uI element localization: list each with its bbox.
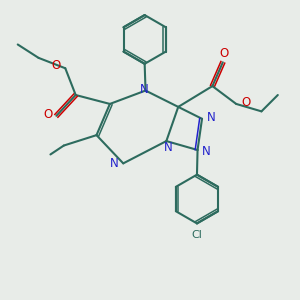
Text: O: O xyxy=(44,108,53,121)
Text: N: N xyxy=(202,145,211,158)
Text: O: O xyxy=(241,96,250,109)
Text: N: N xyxy=(207,111,215,124)
Text: Cl: Cl xyxy=(191,230,203,240)
Text: O: O xyxy=(220,47,229,61)
Text: N: N xyxy=(164,141,172,154)
Text: N: N xyxy=(110,157,119,170)
Text: O: O xyxy=(52,59,61,72)
Text: N: N xyxy=(140,82,148,96)
